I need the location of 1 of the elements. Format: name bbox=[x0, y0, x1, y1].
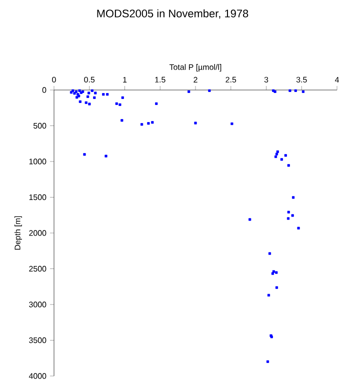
chart-title: MODS2005 in November, 1978 bbox=[97, 9, 248, 19]
